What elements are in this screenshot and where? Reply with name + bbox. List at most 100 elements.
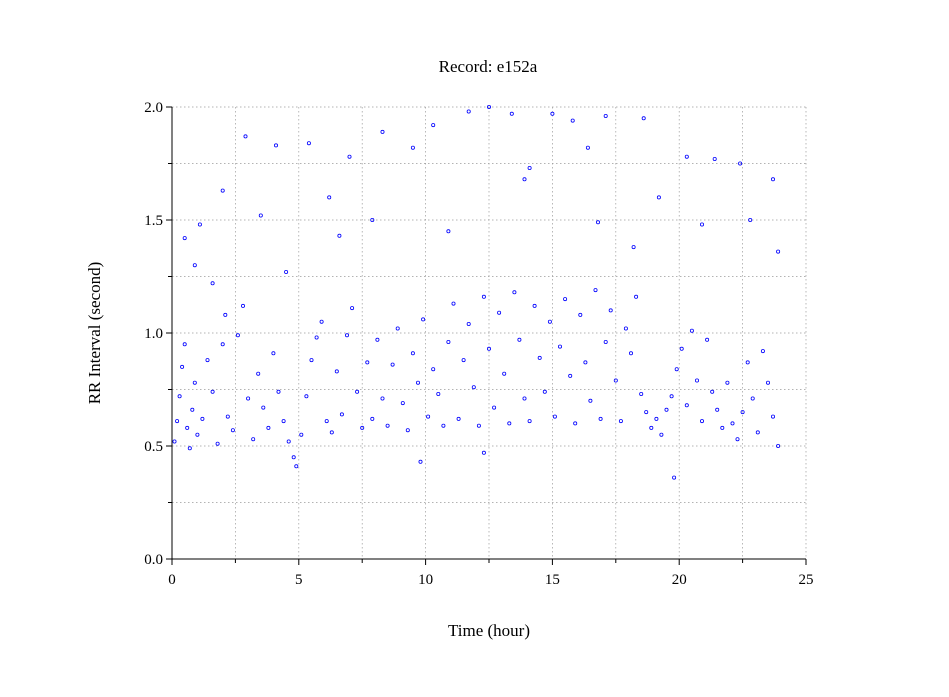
data-point: [659, 432, 664, 437]
data-point: [563, 297, 568, 302]
data-point: [492, 405, 497, 410]
data-point: [197, 222, 202, 227]
y-tick-label: 1.5: [144, 213, 163, 229]
x-tick-label: 25: [799, 572, 814, 588]
grid-lines: [172, 106, 807, 559]
data-point: [319, 319, 324, 324]
data-point: [400, 401, 405, 406]
data-point: [304, 394, 309, 399]
data-point: [664, 407, 669, 412]
data-point: [380, 396, 385, 401]
data-point: [578, 312, 583, 317]
data-point: [695, 378, 700, 383]
data-point: [230, 428, 235, 433]
data-point: [552, 414, 557, 419]
data-point: [355, 389, 360, 394]
data-point: [276, 389, 281, 394]
data-point: [568, 373, 573, 378]
data-point: [776, 443, 781, 448]
data-point: [507, 421, 512, 426]
data-point: [583, 360, 588, 365]
data-point: [246, 396, 251, 401]
data-point: [679, 346, 684, 351]
data-point: [271, 351, 276, 356]
data-point: [187, 446, 192, 451]
x-tick-label: 5: [295, 572, 303, 588]
data-point: [344, 333, 349, 338]
data-point: [360, 425, 365, 430]
data-point: [669, 394, 674, 399]
data-point: [497, 310, 502, 315]
data-point: [365, 360, 370, 365]
y-tick-label: 0.5: [144, 439, 163, 455]
data-point: [558, 344, 563, 349]
data-point: [771, 177, 776, 182]
data-point: [185, 425, 190, 430]
data-point: [405, 428, 410, 433]
data-point: [200, 416, 205, 421]
data-point: [623, 326, 628, 331]
data-point: [431, 367, 436, 372]
data-point: [634, 294, 639, 299]
x-axis-ticks: 0 5 10 15 20 25: [168, 559, 814, 588]
data-point: [672, 475, 677, 480]
data-point: [192, 263, 197, 268]
data-point: [588, 398, 593, 403]
data-point: [527, 419, 532, 424]
data-point: [705, 337, 710, 342]
data-point: [172, 439, 177, 444]
data-point: [329, 430, 334, 435]
data-point: [654, 416, 659, 421]
data-point: [291, 455, 296, 460]
data-point: [502, 371, 507, 376]
data-point: [421, 317, 426, 322]
data-point: [771, 414, 776, 419]
data-point: [486, 346, 491, 351]
data-point: [240, 303, 245, 308]
data-point: [215, 441, 220, 446]
data-point: [309, 358, 314, 363]
data-point: [738, 161, 743, 166]
data-point: [700, 222, 705, 227]
data-point: [649, 425, 654, 430]
data-point: [608, 308, 613, 313]
data-point: [258, 213, 263, 218]
data-point: [205, 358, 210, 363]
data-point: [210, 389, 215, 394]
data-point: [347, 154, 352, 159]
data-point: [225, 414, 230, 419]
data-point: [755, 430, 760, 435]
data-point: [436, 391, 441, 396]
data-point: [596, 220, 601, 225]
data-point: [631, 245, 636, 250]
data-point: [195, 432, 200, 437]
data-point: [299, 432, 304, 437]
data-point: [273, 143, 278, 148]
y-tick-label: 0.0: [144, 552, 163, 568]
data-point: [410, 351, 415, 356]
data-point: [715, 407, 720, 412]
data-point: [547, 319, 552, 324]
data-point: [182, 342, 187, 347]
data-point: [466, 321, 471, 326]
data-point: [725, 380, 730, 385]
data-point: [370, 217, 375, 222]
y-tick-label: 2.0: [144, 100, 163, 116]
data-point: [190, 407, 195, 412]
data-point: [324, 419, 329, 424]
data-point: [294, 464, 299, 469]
data-point: [426, 414, 431, 419]
y-axis-ticks: 0.0 0.5 1.0 1.5 2.0: [144, 100, 172, 568]
data-point: [527, 165, 532, 170]
data-point: [641, 116, 646, 121]
data-point: [418, 459, 423, 464]
data-point: [760, 349, 765, 354]
data-point: [431, 123, 436, 128]
data-point: [446, 339, 451, 344]
data-point: [461, 358, 466, 363]
data-point: [542, 389, 547, 394]
data-point: [573, 421, 578, 426]
data-point: [451, 301, 456, 306]
data-point: [532, 303, 537, 308]
data-point: [306, 141, 311, 146]
